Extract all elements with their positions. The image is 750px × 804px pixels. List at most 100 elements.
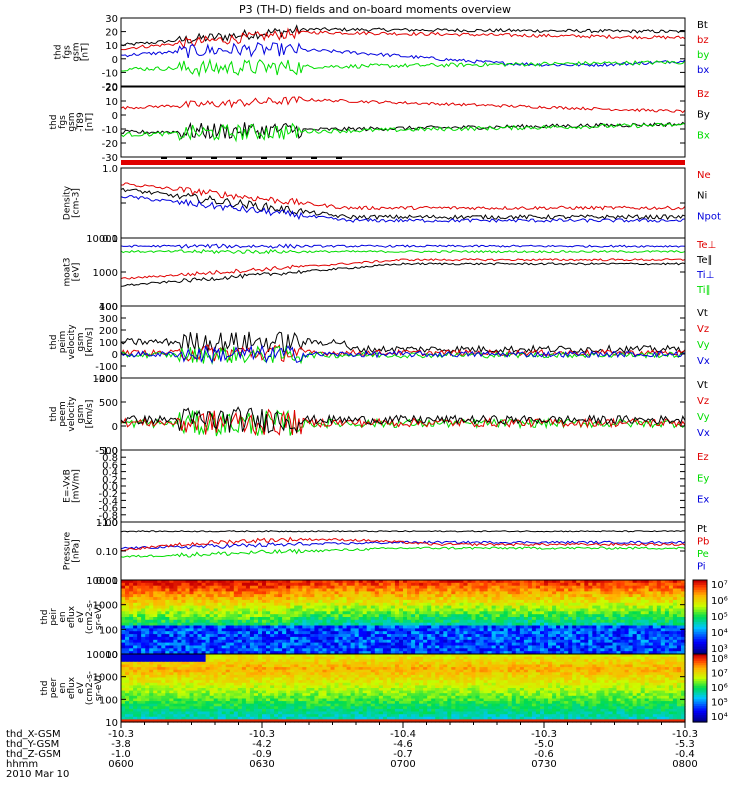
heatmap-cell <box>463 611 468 614</box>
heatmap-cell <box>322 611 327 614</box>
heatmap-cell <box>455 631 460 634</box>
heatmap-cell <box>218 594 223 597</box>
heatmap-cell <box>411 606 416 609</box>
heatmap-cell <box>596 583 601 586</box>
heatmap-cell <box>137 611 142 614</box>
heatmap-cell <box>439 594 444 597</box>
heatmap-cell <box>524 606 529 609</box>
heatmap-cell <box>371 631 376 634</box>
heatmap-cell <box>121 611 126 614</box>
heatmap-cell <box>645 626 650 629</box>
heatmap-cell <box>161 643 166 646</box>
heatmap-cell <box>568 620 573 623</box>
heatmap-cell <box>455 583 460 586</box>
heatmap-cell <box>262 594 267 597</box>
heatmap-cell <box>604 643 609 646</box>
heatmap-cell <box>528 643 533 646</box>
heatmap-cell <box>532 600 537 603</box>
heatmap-cell <box>399 594 404 597</box>
heatmap-cell <box>447 589 452 592</box>
heatmap-cell <box>435 611 440 614</box>
heatmap-cell <box>157 637 162 640</box>
y-tick-label: -10 <box>102 125 118 136</box>
heatmap-cell <box>512 643 517 646</box>
heatmap-cell <box>149 594 154 597</box>
heatmap-cell <box>596 648 601 651</box>
heatmap-cell <box>548 648 553 651</box>
heatmap-cell <box>177 611 182 614</box>
heatmap-cell <box>181 631 186 634</box>
heatmap-cell <box>331 631 336 634</box>
heatmap-cell <box>274 637 279 640</box>
heatmap-cell <box>520 626 525 629</box>
heatmap-cell <box>617 637 622 640</box>
heatmap-cell <box>234 631 239 634</box>
heatmap-cell <box>322 600 327 603</box>
heatmap-cell <box>367 643 372 646</box>
heatmap-cell <box>572 637 577 640</box>
heatmap-cell <box>310 583 315 586</box>
heatmap-cell <box>234 594 239 597</box>
heatmap-cell <box>234 583 239 586</box>
heatmap-cell <box>282 620 287 623</box>
heatmap-cell <box>528 583 533 586</box>
heatmap-cell <box>520 583 525 586</box>
heatmap-cell <box>165 643 170 646</box>
heatmap-cell <box>286 626 291 629</box>
heatmap-cell <box>129 606 134 609</box>
heatmap-cell <box>137 637 142 640</box>
heatmap-cell <box>649 600 654 603</box>
heatmap-cell <box>375 600 380 603</box>
heatmap-cell <box>238 648 243 651</box>
heatmap-cell <box>540 631 545 634</box>
heatmap-cell <box>548 589 553 592</box>
heatmap-cell <box>621 626 626 629</box>
heatmap-cell <box>121 643 126 646</box>
heatmap-cell <box>613 583 618 586</box>
heatmap-cell <box>206 631 211 634</box>
heatmap-cell <box>613 606 618 609</box>
heatmap-cell <box>504 606 509 609</box>
heatmap-cell <box>173 600 178 603</box>
heatmap-cell <box>435 589 440 592</box>
heatmap-cell <box>629 600 634 603</box>
heatmap-cell <box>141 611 146 614</box>
heatmap-cell <box>302 626 307 629</box>
heatmap-cell <box>560 637 565 640</box>
series-line-red <box>121 538 685 551</box>
heatmap-cell <box>351 626 356 629</box>
heatmap-cell <box>137 631 142 634</box>
heatmap-cell <box>399 583 404 586</box>
heatmap-cell <box>290 631 295 634</box>
heatmap-cell <box>282 606 287 609</box>
heatmap-cell <box>439 583 444 586</box>
heatmap-cell <box>145 606 150 609</box>
y-axis-label: [nT] <box>81 43 91 61</box>
heatmap-cell <box>262 648 267 651</box>
heatmap-cell <box>286 643 291 646</box>
heatmap-cell <box>476 600 481 603</box>
heatmap-cell <box>637 648 642 651</box>
heatmap-cell <box>645 589 650 592</box>
heatmap-cell <box>637 583 642 586</box>
heatmap-cell <box>403 589 408 592</box>
y-tick-label: 10000 <box>86 576 118 587</box>
heatmap-cell <box>600 643 605 646</box>
heatmap-cell <box>387 600 392 603</box>
heatmap-cell <box>294 620 299 623</box>
heatmap-cell <box>621 583 626 586</box>
heatmap-cell <box>302 589 307 592</box>
heatmap-cell <box>492 620 497 623</box>
heatmap-cell <box>427 643 432 646</box>
heatmap-cell <box>194 626 199 629</box>
heatmap-cell <box>516 594 521 597</box>
heatmap-cell <box>621 589 626 592</box>
heatmap-cell <box>351 620 356 623</box>
heatmap-cell <box>552 631 557 634</box>
heatmap-cell <box>488 583 493 586</box>
heatmap-cell <box>484 589 489 592</box>
heatmap-cell <box>524 594 529 597</box>
heatmap-cell <box>411 626 416 629</box>
heatmap-cell <box>371 648 376 651</box>
heatmap-cell <box>484 643 489 646</box>
